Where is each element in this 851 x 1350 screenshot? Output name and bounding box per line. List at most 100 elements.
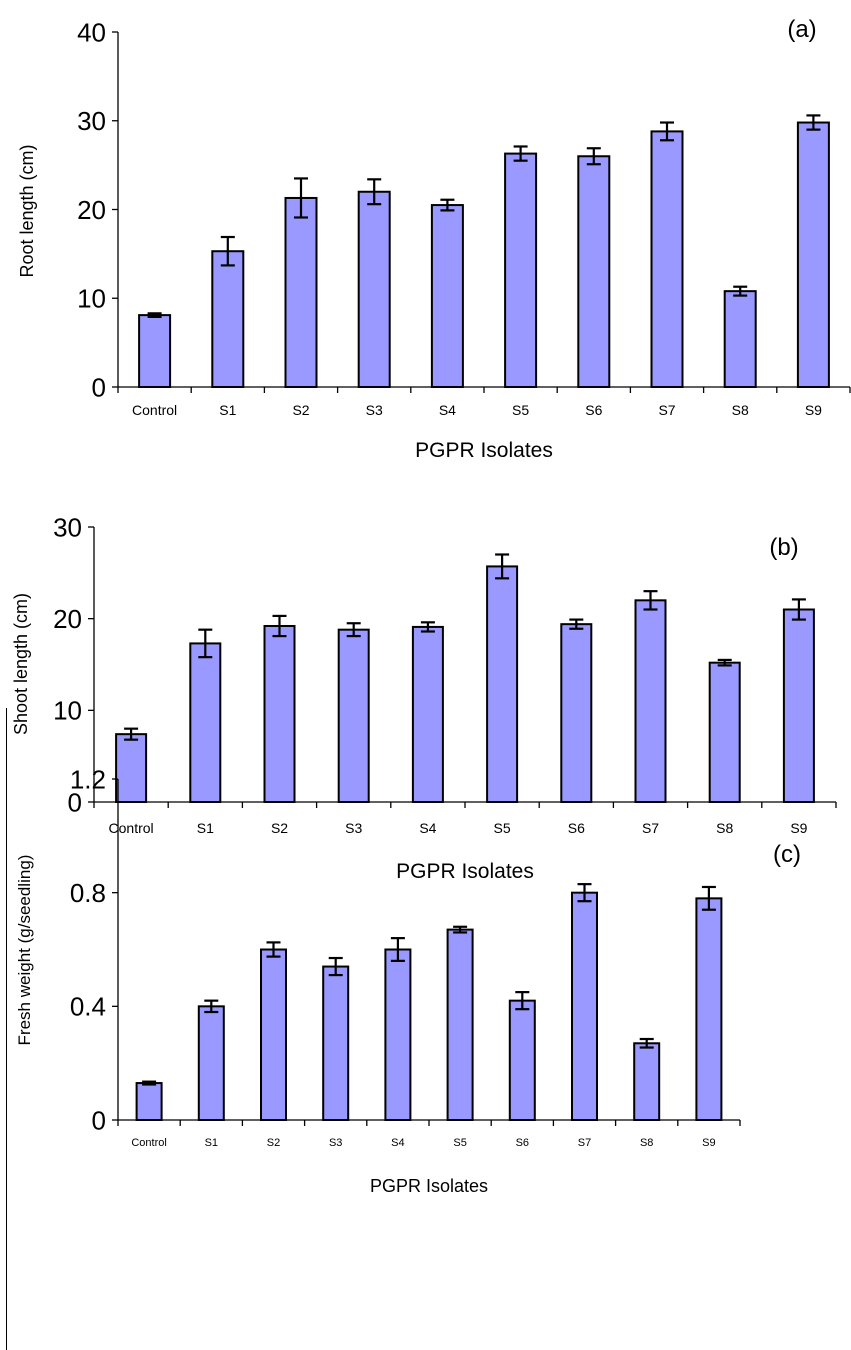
x-tick-label: Control: [131, 1137, 166, 1149]
x-tick-label: Control: [109, 820, 154, 836]
error-bar-s9: [701, 885, 716, 911]
bar-s7: [650, 130, 684, 388]
bar-s9: [695, 897, 723, 1121]
bar-s4: [384, 948, 412, 1121]
bar-s3: [337, 628, 370, 804]
y-tick-label: 30: [53, 512, 82, 542]
y-tick-label: 10: [53, 696, 82, 726]
x-tick-label: S1: [205, 1137, 218, 1149]
bar-s5: [504, 152, 538, 388]
bar-s8: [708, 661, 741, 804]
x-tick-label: S5: [453, 1137, 466, 1149]
y-tick-label: 0: [92, 1105, 106, 1135]
error-bar-s8: [639, 1037, 654, 1049]
bar-s7: [571, 891, 598, 1122]
x-tick-label: S4: [439, 402, 456, 418]
bar-s4: [411, 625, 444, 804]
panel-label: (a): [787, 16, 816, 43]
chart-panel-3: 0 0.4 0.8 1.2 Control S1 S2 S3 S4 S5 S6 S7 S8 S9 PGPR …: [15, 764, 801, 1196]
error-bar-s7: [577, 883, 592, 903]
bar-s6: [560, 623, 593, 804]
y-axis-title: Shoot length (cm): [11, 593, 31, 735]
bar-s6: [508, 999, 536, 1122]
x-tick-label: S2: [271, 820, 288, 836]
error-bar-s7: [660, 121, 674, 142]
error-bar-s6: [569, 618, 584, 630]
error-bar-control: [124, 727, 139, 741]
panel-label: (c): [773, 841, 801, 868]
chart-panel-2: 0 10 20 30 Control S1 S2 S3 S4 S5 S6 S7 S8 S9 PGPR Iso…: [11, 512, 837, 883]
bar-s2: [260, 948, 287, 1121]
x-tick-label: S7: [642, 820, 659, 836]
x-axis-title: PGPR Isolates: [415, 439, 553, 462]
error-bar-s1: [204, 999, 219, 1014]
bar-control: [135, 1082, 163, 1122]
bar-s5: [446, 928, 474, 1121]
error-bar-s5: [513, 145, 528, 162]
y-tick-label: 10: [77, 284, 106, 314]
y-tick-label: 0: [68, 787, 82, 817]
x-tick-label: S5: [512, 402, 529, 418]
y-tick-label: 0.8: [70, 878, 106, 908]
bar-control: [138, 314, 172, 388]
y-tick-label: 0.4: [70, 992, 106, 1022]
y-tick-label: 20: [53, 604, 82, 634]
x-axis-title: PGPR Isolates: [396, 860, 534, 883]
y-tick-label: 1.2: [70, 764, 106, 794]
error-bar-control: [142, 1080, 157, 1086]
bar-s1: [197, 1005, 225, 1121]
error-bar-s8: [717, 658, 732, 667]
bar-s2: [284, 196, 318, 388]
bar-s3: [357, 190, 391, 388]
bar-s9: [796, 121, 830, 389]
chart-panel-1: 0 10 20 30 40 Control S1 S2 S3 S4 S5 S6 S7 S8 S9 PGPR I…: [17, 16, 851, 462]
y-tick-label: 20: [77, 195, 106, 225]
y-tick-label: 0: [92, 372, 106, 402]
x-tick-label: S5: [494, 820, 511, 836]
error-bar-s3: [328, 956, 343, 977]
error-bar-s2: [266, 941, 281, 958]
bar-control: [115, 733, 148, 804]
bar-s8: [633, 1042, 661, 1122]
error-bar-control: [147, 312, 162, 318]
bar-s5: [486, 565, 519, 804]
error-bar-s6: [515, 991, 530, 1011]
error-bar-s9: [791, 598, 806, 621]
error-bar-s5: [495, 553, 510, 580]
error-bar-s7: [643, 590, 658, 611]
x-tick-label: S1: [197, 820, 214, 836]
error-bar-s1: [220, 235, 235, 267]
bar-s9: [782, 608, 815, 803]
error-bar-s4: [420, 621, 435, 633]
bar-s4: [430, 204, 464, 388]
error-bar-s2: [294, 177, 308, 219]
x-tick-label: S9: [702, 1137, 715, 1149]
y-tick-label: 30: [77, 106, 106, 136]
x-tick-label: S4: [391, 1137, 404, 1149]
y-axis-title: Fresh weight (g/seedling): [15, 855, 34, 1046]
x-tick-label: S7: [658, 402, 675, 418]
bar-s3: [322, 965, 350, 1121]
error-bar-s6: [586, 147, 601, 166]
x-tick-label: S7: [578, 1137, 591, 1149]
x-tick-label: S8: [716, 820, 733, 836]
x-tick-label: S2: [267, 1137, 280, 1149]
x-tick-label: S9: [790, 820, 807, 836]
error-bar-s3: [367, 178, 382, 206]
bar-s6: [577, 155, 611, 388]
error-bar-s4: [390, 937, 405, 962]
x-tick-label: S6: [516, 1137, 529, 1149]
bar-s1: [189, 642, 222, 804]
x-axis-title: PGPR Isolates: [370, 1176, 488, 1196]
bar-s8: [723, 290, 757, 388]
error-bar-s4: [440, 198, 455, 212]
error-bar-s1: [198, 628, 213, 659]
error-bar-s2: [272, 614, 287, 638]
bar-s2: [263, 625, 296, 803]
x-tick-label: S9: [805, 402, 822, 418]
x-tick-label: S3: [366, 402, 383, 418]
x-tick-label: S8: [640, 1137, 653, 1149]
x-tick-label: S8: [732, 402, 749, 418]
y-axis-title: Root length (cm): [17, 144, 37, 277]
panel-label: (b): [769, 534, 798, 561]
